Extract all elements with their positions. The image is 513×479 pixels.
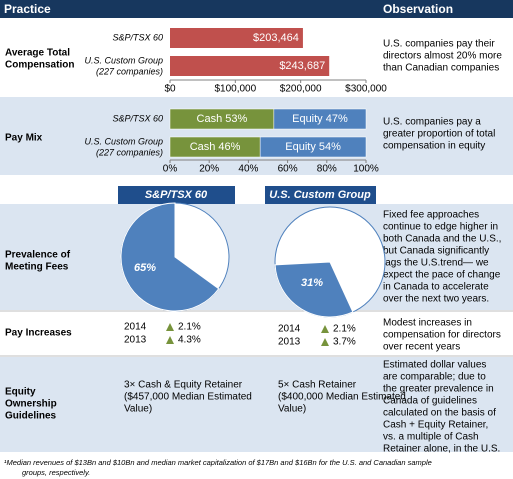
bar [170, 28, 303, 48]
row-label: Equity [5, 387, 36, 398]
x-tick-label: $0 [164, 84, 176, 95]
row-label: Pay Mix [5, 133, 43, 144]
row-label: Prevalence of [5, 250, 71, 261]
observation: U.S. companies pay a [383, 117, 481, 128]
row-bg [0, 204, 513, 310]
pie-slice [120, 202, 220, 312]
observation: compensation in equity [383, 141, 485, 152]
observation: expect the pace of change [383, 270, 501, 281]
observation: in Canada to accelerate [383, 282, 489, 293]
guideline: ($457,000 Median Estimated [124, 392, 252, 403]
row-label: Pay Increases [5, 328, 72, 339]
observation: Cash + Equity Retainer, [383, 420, 488, 431]
value-label: $203,464 [253, 32, 299, 44]
x-tick-label: 100% [353, 164, 379, 175]
header-observation: Observation [383, 2, 453, 16]
up-arrow [321, 338, 329, 346]
guideline: Value) [124, 404, 152, 415]
category-label: (227 companies) [96, 147, 163, 157]
footnote: groups, respectively. [22, 468, 90, 477]
guideline: Value) [278, 404, 306, 415]
observation: compensation for directors [383, 330, 501, 341]
category-label: (227 companies) [96, 66, 163, 76]
x-tick-label: 20% [199, 164, 219, 175]
observation: than Canadian companies [383, 63, 499, 74]
category-label: U.S. Custom Group [84, 55, 163, 65]
guideline: 5× Cash Retainer [278, 380, 357, 391]
observation: over recent years [383, 342, 460, 353]
row-label: Meeting Fees [5, 262, 69, 273]
row-bg [0, 357, 513, 452]
up-arrow [166, 336, 174, 344]
x-tick-label: $100,000 [214, 84, 256, 95]
increase: 4.3% [178, 335, 201, 346]
observation: Canada of guidelines [383, 396, 477, 407]
observation: U.S. companies pay their [383, 39, 495, 50]
bar [170, 56, 330, 76]
footnote: ¹Median revenues of $13Bn and $10Bn and … [4, 458, 432, 467]
category-label: U.S. Custom Group [84, 136, 163, 146]
x-tick-label: $200,000 [280, 84, 322, 95]
year: 2014 [278, 324, 301, 335]
segment-label: Equity 54% [285, 141, 341, 153]
observation: Estimated dollar values [383, 360, 486, 371]
column-header-bg [265, 186, 376, 204]
increase: 3.7% [333, 337, 356, 348]
up-arrow [321, 325, 329, 333]
observation: both Canada and the U.S., [383, 234, 501, 245]
category-label: S&P/TSX 60 [112, 113, 163, 123]
observation: continue to edge higher in [383, 222, 498, 233]
row-label: Compensation [5, 60, 74, 71]
observation: but Canada significantly [383, 246, 489, 257]
header-practice: Practice [4, 2, 51, 16]
year: 2013 [278, 337, 301, 348]
bar-segment [273, 108, 367, 130]
row-label: Average Total [5, 48, 70, 59]
column-header-bg [118, 186, 235, 204]
year: 2014 [124, 322, 147, 333]
row-label: Ownership [5, 399, 57, 410]
observation: vs. a multiple of Cash [383, 432, 479, 443]
pie-label: 31% [301, 277, 323, 289]
year: 2013 [124, 335, 147, 346]
x-tick-label: 60% [278, 164, 298, 175]
x-tick-label: 40% [238, 164, 258, 175]
row-label: Guidelines [5, 411, 57, 422]
x-tick-label: $300,000 [345, 84, 387, 95]
segment-label: Cash 46% [190, 141, 241, 153]
observation: lags the U.S.trend— we [383, 258, 489, 269]
column-header: S&P/TSX 60 [145, 189, 208, 201]
observation: calculated on the basis of [383, 408, 496, 419]
observation: the greater prevalence in [383, 384, 494, 395]
increase: 2.1% [178, 322, 201, 333]
guideline: ($400,000 Median Estimated [278, 392, 406, 403]
observation: are comparable; due to [383, 372, 486, 383]
up-arrow [166, 323, 174, 331]
observation: greater proportion of total [383, 129, 495, 140]
observation: over the next two years. [383, 294, 489, 305]
observation: Fixed fee approaches [383, 210, 479, 221]
segment-label: Equity 47% [292, 113, 348, 125]
observation: Retainer alone, in the U.S. [383, 444, 500, 455]
column-header: U.S. Custom Group [269, 189, 371, 201]
category-label: S&P/TSX 60 [112, 32, 163, 42]
guideline: 3× Cash & Equity Retainer [124, 380, 243, 391]
x-tick-label: 0% [163, 164, 178, 175]
observation: Modest increases in [383, 318, 472, 329]
header-bar [0, 0, 513, 18]
pie-slice [274, 261, 354, 318]
value-label: $243,687 [279, 60, 325, 72]
segment-label: Cash 53% [197, 113, 248, 125]
increase: 2.1% [333, 324, 356, 335]
bar-segment [259, 136, 367, 158]
pie-label: 65% [134, 262, 156, 274]
x-tick-label: 80% [317, 164, 337, 175]
observation: directors almost 20% more [383, 51, 502, 62]
